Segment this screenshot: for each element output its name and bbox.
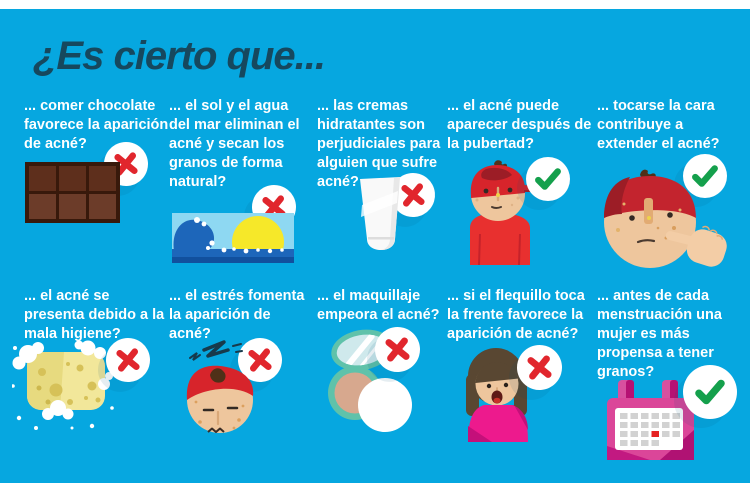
question-chocolate: ... comer chocolate favorece la aparició…	[24, 98, 169, 152]
cross-icon	[385, 337, 410, 362]
question-sea: ... el sol y el agua del mar eliminan el…	[169, 98, 300, 190]
cross-icon	[116, 348, 140, 372]
sea-and-sun-illustration	[172, 213, 294, 263]
cross-icon	[527, 355, 552, 380]
check-icon	[692, 165, 718, 187]
page-title: ¿Es cierto que...	[33, 34, 326, 78]
question-stress: ... el estrés fomenta la aparición de ac…	[169, 288, 305, 342]
boy-with-cap-illustration	[470, 160, 539, 266]
calendar-illustration	[607, 380, 694, 460]
question-bangs: ... si el flequillo toca la frente favor…	[447, 288, 585, 342]
false-badge	[388, 170, 438, 220]
false-badge	[249, 182, 299, 232]
question-puberty: ... el acné puede aparecer después de la…	[447, 98, 592, 152]
cross-icon	[262, 195, 286, 219]
cross-icon	[248, 348, 272, 372]
check-icon	[535, 168, 561, 190]
cross-icon	[114, 152, 138, 176]
question-creams: ... las cremas hidratantes son perjudici…	[317, 98, 441, 190]
question-menstruation: ... antes de cada menstruación una mujer…	[597, 288, 722, 380]
question-touch-face: ... tocarse la cara contribuye a extende…	[597, 98, 720, 152]
girl-with-bangs-illustration	[466, 348, 528, 442]
false-badge	[372, 324, 423, 375]
cream-tube-illustration	[360, 177, 400, 250]
false-badge	[103, 335, 153, 385]
question-hygiene: ... el acné se presenta debido a la mala…	[24, 288, 165, 342]
stressed-face-illustration	[186, 340, 254, 433]
false-badge	[514, 342, 565, 393]
true-badge	[683, 365, 737, 419]
true-badge	[683, 154, 727, 198]
finger-touching-face-illustration	[604, 169, 727, 268]
true-badge	[526, 157, 570, 201]
chocolate-bar-illustration	[25, 162, 120, 223]
question-makeup: ... el maquillaje empeora el acné?	[317, 288, 440, 323]
cross-icon	[401, 183, 425, 207]
top-white-strip	[0, 0, 750, 9]
soapy-sponge-illustration	[12, 340, 120, 430]
false-badge	[235, 335, 285, 385]
false-badge	[101, 139, 151, 189]
check-icon	[695, 379, 725, 405]
